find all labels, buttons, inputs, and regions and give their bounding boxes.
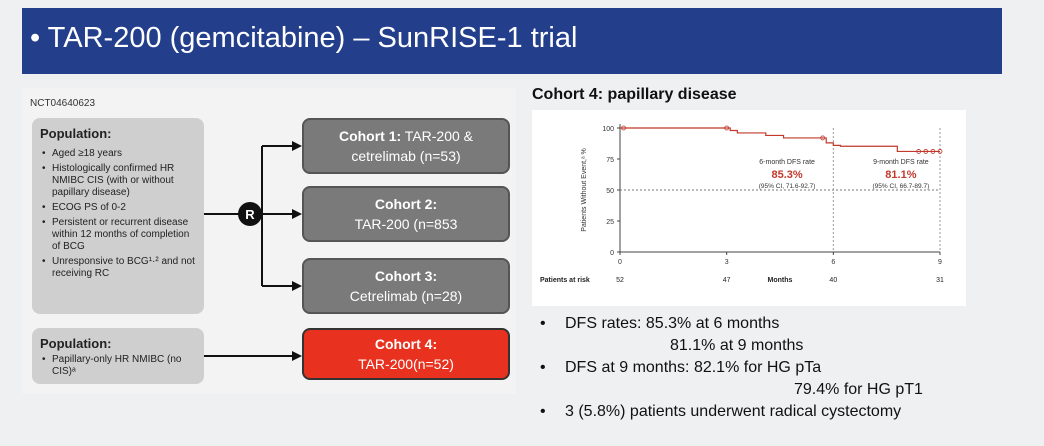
population-list: Aged ≥18 years Histologically confirmed … (32, 148, 196, 283)
annotation-ci: (95% CI, 66.7-89.7) (873, 183, 930, 190)
annotation-label: 9-month DFS rate (873, 159, 929, 166)
y-tick-label: 50 (606, 188, 614, 195)
arrow-head (292, 141, 302, 151)
arrow-head (292, 281, 302, 291)
censor-mark (916, 149, 922, 154)
censor-mark (820, 135, 826, 141)
population-box-1: Population: Aged ≥18 years Histologicall… (32, 118, 204, 314)
risk-label: Patients at risk (540, 277, 590, 284)
arrow-head (292, 351, 302, 361)
censor-mark (724, 125, 730, 131)
finding-text: DFS at 9 months: 82.1% for HG pTa (565, 359, 822, 376)
risk-count: 40 (829, 277, 837, 284)
population-title: Population: (40, 126, 112, 141)
x-axis-label: Months (768, 277, 793, 284)
x-tick-label: 6 (831, 259, 835, 266)
finding-row: 81.1% at 9 months (670, 336, 803, 356)
risk-count: 31 (936, 277, 944, 284)
risk-count: 47 (723, 277, 731, 284)
finding-text: DFS rates: 85.3% at 6 months (565, 315, 780, 332)
cohort-3-box: Cohort 3: Cetrelimab (n=28) (302, 258, 510, 314)
annotation-value: 81.1% (885, 169, 916, 181)
population-box-2: Population: Papillary-only HR NMIBC (no … (32, 328, 204, 384)
finding-row: • DFS at 9 months: 82.1% for HG pTa (540, 358, 821, 378)
population-title: Population: (40, 336, 112, 351)
finding-text: 79.4% for HG pT1 (794, 381, 923, 398)
finding-text: 3 (5.8%) patients underwent radical cyst… (565, 403, 902, 420)
x-tick-label: 0 (618, 259, 622, 266)
population-item: ECOG PS of 0-2 (42, 202, 196, 214)
risk-count: 52 (616, 277, 624, 284)
y-tick-label: 75 (606, 157, 614, 164)
title-bar: • TAR-200 (gemcitabine) – SunRISE-1 tria… (22, 8, 1002, 74)
x-tick-label: 9 (938, 259, 942, 266)
bullet-dot: • (540, 403, 546, 420)
slide-title: • TAR-200 (gemcitabine) – SunRISE-1 tria… (30, 22, 578, 54)
cohort-line2: TAR-200 (n=853 (354, 216, 458, 232)
annotation-label: 6-month DFS rate (759, 159, 815, 166)
finding-row: 79.4% for HG pT1 (794, 380, 923, 400)
chart-section-title: Cohort 4: papillary disease (532, 86, 737, 103)
trial-design-panel: NCT04640623 Population: Aged ≥18 years H… (22, 88, 516, 394)
censor-mark (937, 149, 943, 154)
cohort-line2: Cetrelimab (n=28) (349, 288, 463, 304)
x-tick-label: 3 (725, 259, 729, 266)
cohort-label: Cohort 2: (374, 196, 438, 212)
bullet-dot: • (540, 359, 546, 376)
censor-mark (930, 149, 936, 154)
cohort-1-box: Cohort 1: TAR-200 & cetrelimab (n=53) (302, 118, 510, 174)
y-tick-label: 0 (610, 250, 614, 257)
population-item: Persistent or recurrent disease within 1… (42, 217, 196, 253)
randomization-circle (238, 202, 262, 226)
km-chart: 100 75 50 25 0 0 3 6 9 Patients Without Event,ᵃ %… (532, 110, 966, 306)
annotation-ci: (95% CI, 71.6-92.7) (759, 183, 816, 190)
population-item: Unresponsive to BCG¹·² and not receiving… (42, 256, 196, 280)
cohort-label: Cohort 1: (338, 128, 402, 144)
km-curve (620, 127, 940, 153)
annotation-value: 85.3% (772, 169, 803, 181)
cohort-label: Cohort 4: (374, 336, 438, 352)
population-item: Histologically confirmed HR NMIBC CIS (w… (42, 163, 196, 199)
population-item: Aged ≥18 years (42, 148, 196, 160)
cohort-2-box: Cohort 2: TAR-200 (n=853 (302, 186, 510, 242)
censor-mark (923, 149, 929, 154)
censor-mark (621, 125, 626, 131)
cohort-4-box: Cohort 4: TAR-200(n=52) (302, 328, 510, 380)
finding-row: • 3 (5.8%) patients underwent radical cys… (540, 402, 901, 422)
cohort-text: TAR-200 & (401, 128, 474, 144)
arrow-head (292, 209, 302, 219)
km-chart-svg: 100 75 50 25 00 3 6 9 Patients Without Event,ᵃ %… (540, 124, 944, 284)
population-item: Papillary-only HR NMIBC (no CIS)ᵃ (42, 354, 196, 378)
randomization-label: R (245, 207, 255, 222)
cohort-line2: cetrelimab (n=53) (351, 148, 461, 164)
nct-id: NCT04640623 (30, 98, 96, 109)
y-axis-label: Patients Without Event,ᵃ % (581, 148, 588, 232)
cohort-line2: TAR-200(n=52) (358, 356, 454, 372)
finding-text: 81.1% at 9 months (670, 337, 804, 354)
population-list: Papillary-only HR NMIBC (no CIS)ᵃ (32, 354, 196, 381)
cohort-label: Cohort 3: (374, 268, 438, 284)
bullet-dot: • (540, 315, 546, 332)
finding-row: • DFS rates: 85.3% at 6 months (540, 314, 779, 334)
y-tick-label: 25 (606, 219, 614, 226)
y-tick-label: 100 (602, 126, 614, 133)
